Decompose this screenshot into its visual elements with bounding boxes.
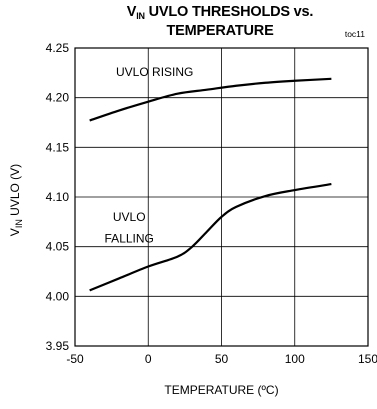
chart-title-line1: VIN UVLO THRESHOLDS vs. bbox=[126, 4, 314, 21]
series-line-uvlo-rising bbox=[89, 77, 332, 122]
x-axis-label: TEMPERATURE (ºC) bbox=[164, 383, 279, 397]
series-line-uvlo-falling bbox=[89, 183, 332, 292]
y-tick-label: 4.05 bbox=[46, 240, 70, 254]
plot-frame bbox=[74, 47, 369, 347]
y-tick-label: 4.25 bbox=[46, 41, 70, 55]
series-label-uvlo-rising: UVLO RISING bbox=[116, 65, 193, 79]
x-tick-label: 100 bbox=[285, 352, 305, 366]
series-label-uvlo-falling-line1: UVLO bbox=[113, 210, 146, 224]
y-tick-label: 3.95 bbox=[46, 339, 70, 353]
x-tick-label: 0 bbox=[145, 352, 152, 366]
figure-code: toc11 bbox=[344, 29, 365, 39]
y-tick-label: 4.00 bbox=[46, 289, 70, 303]
x-tick-label: 50 bbox=[215, 352, 229, 366]
series-label-uvlo-falling-line2: FALLING bbox=[105, 232, 154, 246]
x-tick-label: -50 bbox=[66, 352, 84, 366]
y-tick-label: 4.15 bbox=[46, 140, 70, 154]
y-tick-label: 4.10 bbox=[46, 190, 70, 204]
y-tick-label: 4.20 bbox=[46, 91, 70, 105]
x-tick-label: 150 bbox=[358, 352, 377, 366]
chart-title-line2: TEMPERATURE bbox=[166, 23, 274, 39]
